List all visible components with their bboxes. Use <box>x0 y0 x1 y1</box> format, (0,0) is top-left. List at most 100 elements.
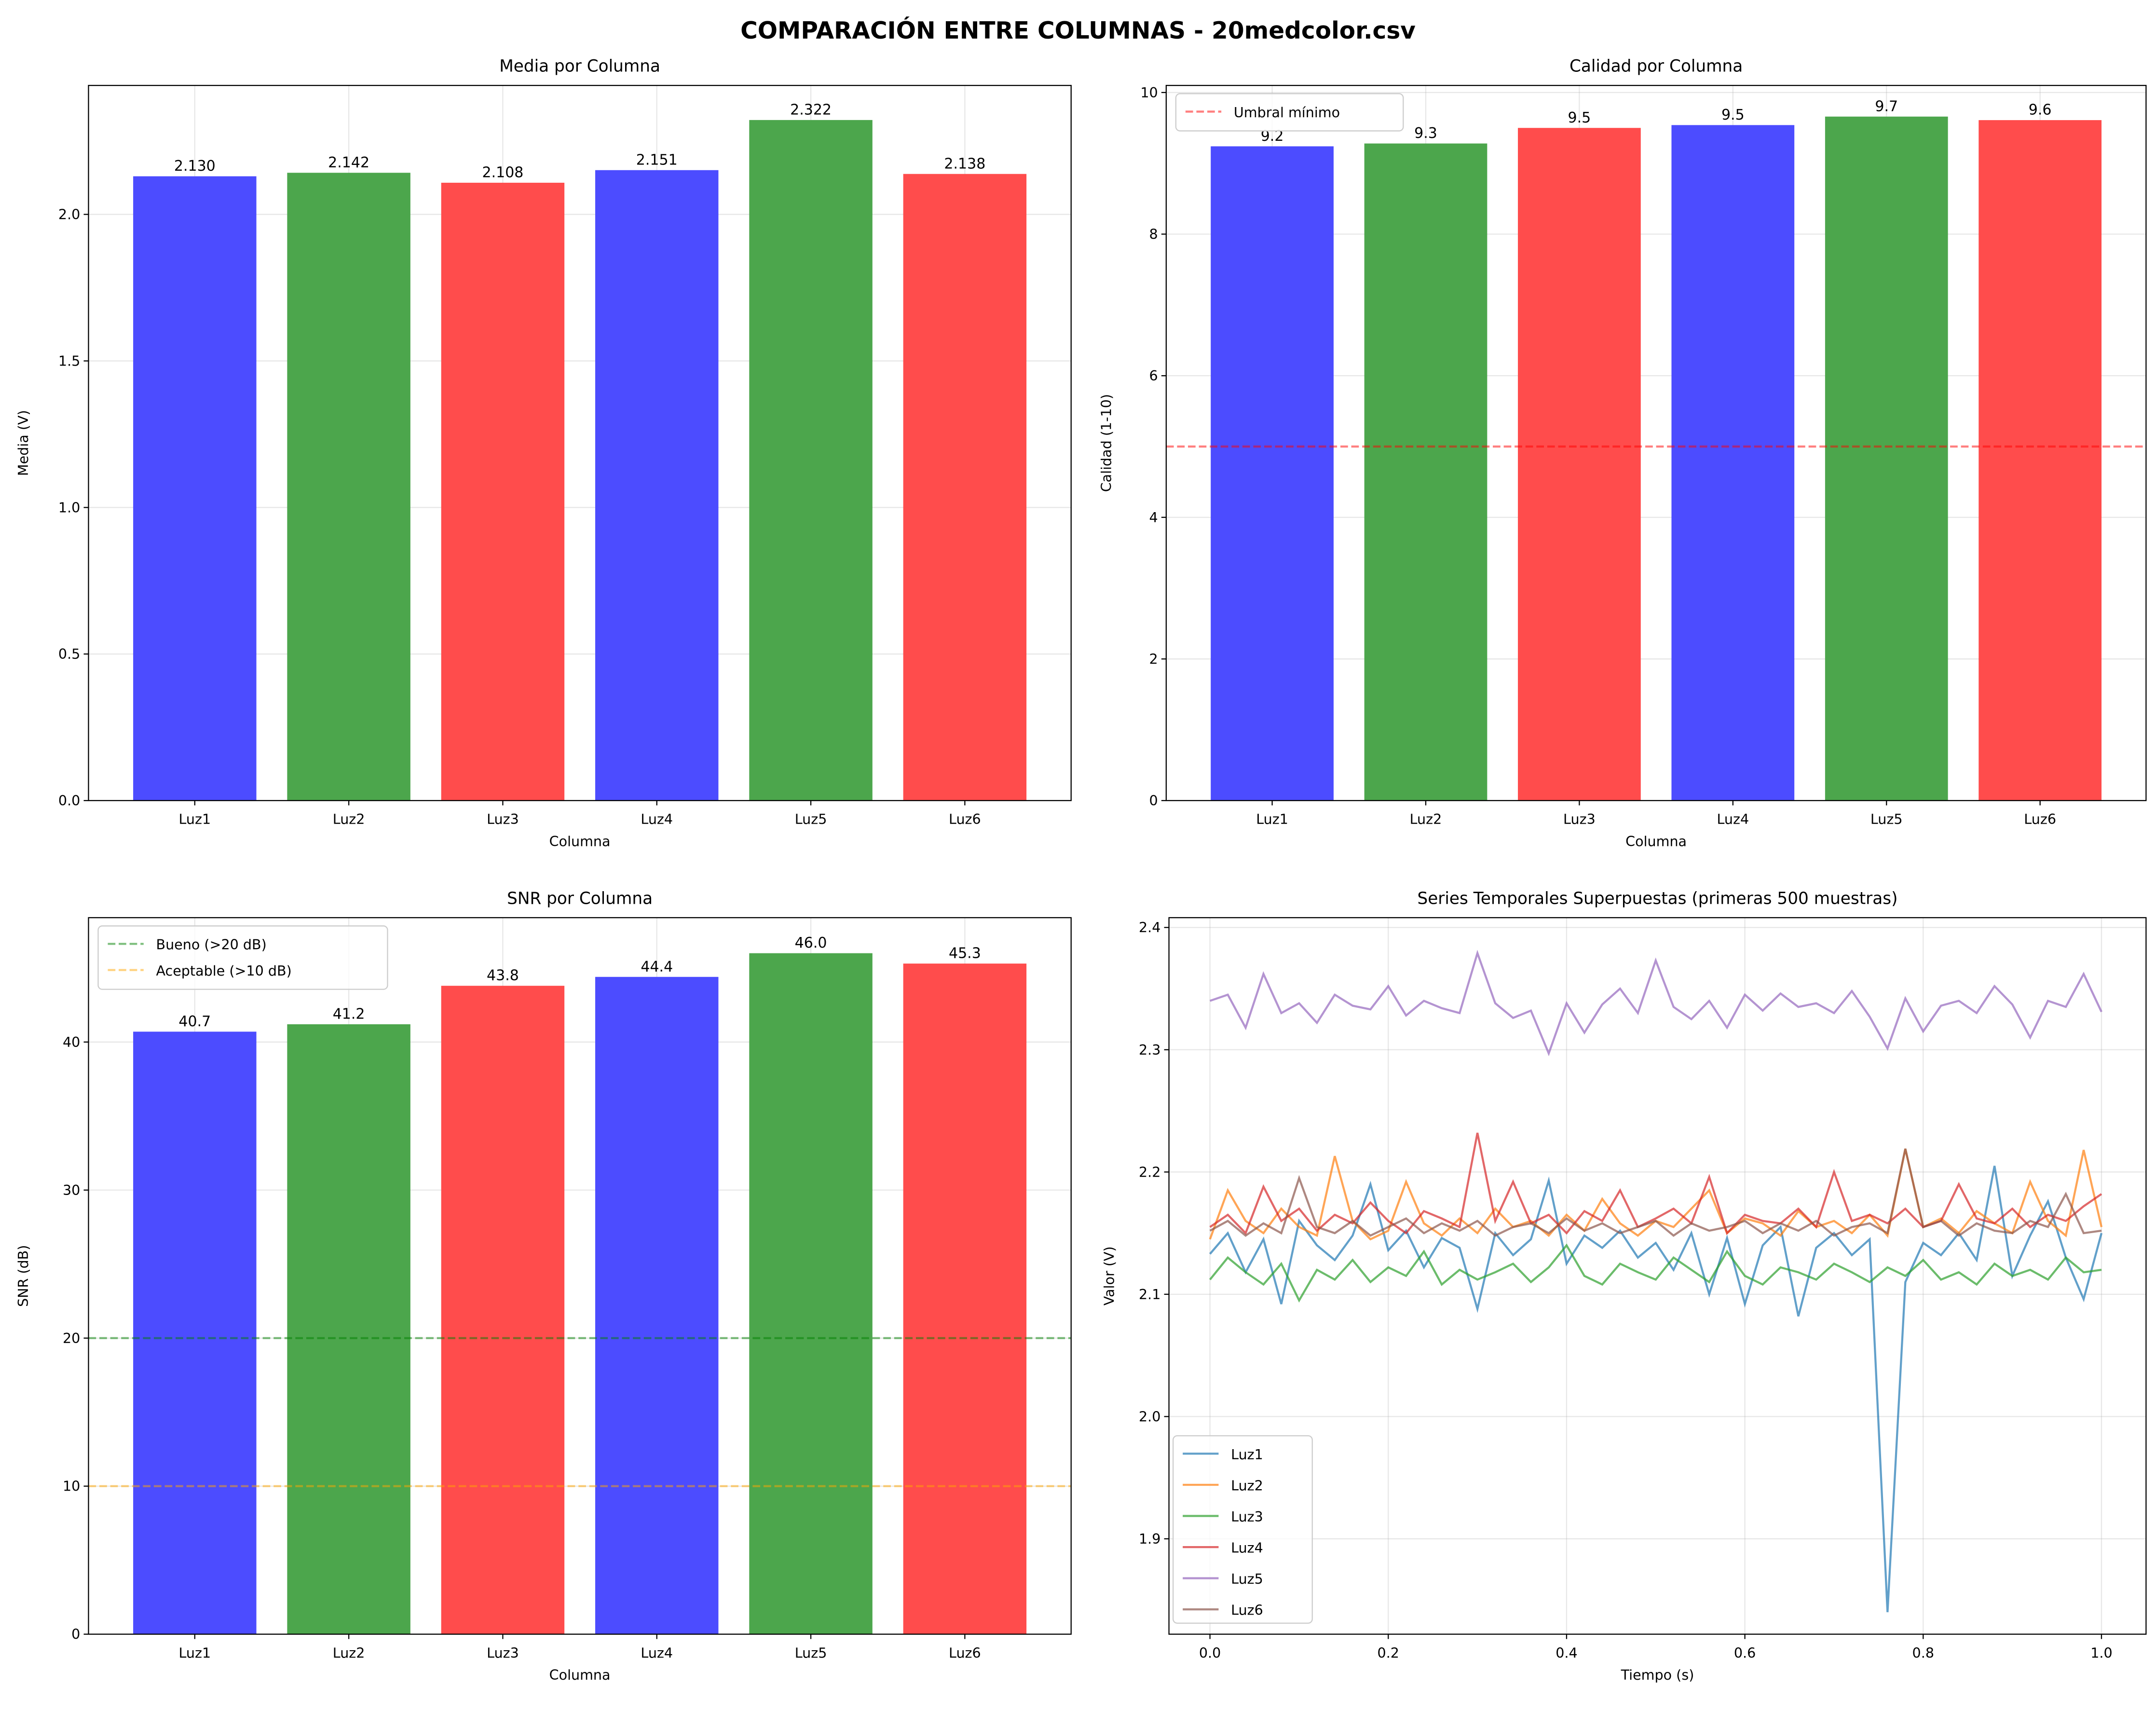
x-tick-label: Luz1 <box>178 1644 211 1661</box>
axes-frame <box>88 917 1072 1635</box>
x-axis-label: Columna <box>549 833 611 849</box>
y-axis-label: Calidad (1-10) <box>1098 394 1115 492</box>
y-axis-label: Valor (V) <box>1101 1246 1117 1305</box>
bar-luz2 <box>287 173 410 801</box>
plot-area <box>1166 116 2146 801</box>
x-tick-label: Luz2 <box>1410 811 1442 828</box>
series-line-luz5 <box>1209 950 2102 1057</box>
x-tick-label: Luz4 <box>1717 811 1749 828</box>
x-tick-label: Luz4 <box>641 1644 673 1661</box>
y-tick-label: 10 <box>1140 84 1158 101</box>
x-tick-label: Luz3 <box>487 1644 519 1661</box>
y-tick-label: 2.1 <box>1139 1286 1160 1303</box>
bar-luz1 <box>133 1032 257 1634</box>
bar-luz6 <box>903 174 1027 801</box>
bar-luz4 <box>595 977 719 1634</box>
series-line-luz6 <box>1209 1148 2102 1237</box>
legend-label: Luz1 <box>1231 1446 1263 1463</box>
y-tick-label: 2.0 <box>1139 1408 1160 1425</box>
y-tick-label: 0 <box>1149 792 1158 809</box>
data-label: 2.151 <box>636 151 678 168</box>
legend-label: Umbral mínimo <box>1234 104 1340 121</box>
y-tick-label: 0.0 <box>58 792 80 809</box>
x-tick-label: 0.2 <box>1378 1644 1399 1661</box>
bar-luz1 <box>1211 146 1334 801</box>
axes-frame <box>1168 917 2147 1635</box>
series-line-luz2 <box>1209 1148 2103 1241</box>
data-label: 41.2 <box>333 1006 365 1023</box>
series-line-luz4 <box>1209 1132 2102 1236</box>
bar-luz2 <box>287 1024 410 1634</box>
legend-frame <box>1175 93 1404 132</box>
legend: Luz1 Luz2 Luz3 Luz4 Luz5 Luz6 <box>1173 1435 1313 1624</box>
x-tick-label: 0.0 <box>1199 1644 1221 1661</box>
x-tick-label: Luz5 <box>795 1644 827 1661</box>
y-tick-label: 1.9 <box>1139 1531 1160 1547</box>
y-tick-label: 2 <box>1149 651 1158 667</box>
x-tick-label: Luz1 <box>1256 811 1288 828</box>
data-label: 9.7 <box>1875 98 1898 115</box>
series-line-luz1 <box>1209 1166 2103 1613</box>
x-tick-label: Luz3 <box>487 811 519 828</box>
y-tick-label: 0.5 <box>58 646 80 662</box>
plot-area <box>88 953 1071 1634</box>
data-label: 2.130 <box>174 158 216 175</box>
x-tick-label: Luz2 <box>333 1644 365 1661</box>
bar-luz5 <box>749 953 873 1634</box>
x-tick-label: Luz4 <box>641 811 673 828</box>
x-tick-label: 0.6 <box>1734 1644 1756 1661</box>
subplot-1: 2.130 Luz1 2.142 Luz2 2.108 Luz3 2.151 Luz4 2.32… <box>15 57 1072 849</box>
data-label: 2.142 <box>328 154 369 171</box>
y-tick-label: 1.5 <box>58 353 80 369</box>
y-tick-label: 6 <box>1149 367 1158 384</box>
y-tick-label: 2.3 <box>1139 1042 1160 1058</box>
data-label: 2.138 <box>944 155 985 172</box>
data-label: 9.5 <box>1568 109 1591 126</box>
y-tick-label: 40 <box>63 1034 80 1050</box>
y-tick-label: 2.2 <box>1139 1164 1160 1180</box>
data-label: 2.322 <box>790 101 832 118</box>
data-label: 40.7 <box>178 1013 211 1030</box>
subplot-title: Calidad por Columna <box>1569 57 1743 76</box>
legend: Bueno (>20 dB) Aceptable (>10 dB) <box>97 925 388 990</box>
x-tick-label: Luz1 <box>178 811 211 828</box>
bar-luz5 <box>1825 116 1948 801</box>
x-tick-label: 0.8 <box>1912 1644 1934 1661</box>
x-tick-label: Luz6 <box>2024 811 2056 828</box>
data-label: 44.4 <box>641 958 673 975</box>
legend-label: Luz3 <box>1231 1508 1263 1525</box>
y-tick-label: 30 <box>63 1182 80 1198</box>
legend-label: Luz2 <box>1231 1477 1263 1494</box>
bar-luz1 <box>133 176 257 801</box>
bar-luz3 <box>1518 128 1641 801</box>
figure-suptitle: COMPARACIÓN ENTRE COLUMNAS - 20medcolor.… <box>740 17 1416 44</box>
x-tick-label: 0.4 <box>1556 1644 1577 1661</box>
plot-area <box>133 120 1027 801</box>
data-label: 2.108 <box>482 164 523 181</box>
y-tick-label: 8 <box>1149 226 1158 242</box>
x-tick-label: Luz2 <box>333 811 365 828</box>
bar-luz4 <box>1671 125 1795 801</box>
legend-label: Bueno (>20 dB) <box>156 937 266 953</box>
x-axis-label: Tiempo (s) <box>1621 1667 1694 1683</box>
bar-luz3 <box>441 182 565 801</box>
data-label: 9.6 <box>2029 102 2052 119</box>
subplot-4: 0.0 0.2 0.4 0.6 0.8 1.0Luz1Luz2Luz3Luz4Luz5Lu… <box>1101 889 2147 1683</box>
y-tick-label: 20 <box>63 1330 80 1346</box>
x-tick-label: Luz5 <box>795 811 827 828</box>
plot-area <box>1209 950 2103 1613</box>
x-tick-label: Luz6 <box>949 1644 981 1661</box>
x-axis-label: Columna <box>1625 833 1687 849</box>
axes-frame <box>88 85 1072 801</box>
legend-frame <box>1173 1435 1313 1624</box>
x-tick-label: Luz3 <box>1563 811 1596 828</box>
bar-luz6 <box>903 964 1027 1634</box>
data-label: 45.3 <box>949 945 981 962</box>
x-tick-label: Luz5 <box>1870 811 1903 828</box>
y-tick-label: 2.0 <box>58 206 80 223</box>
data-label: 9.3 <box>1414 125 1437 142</box>
x-tick-label: Luz6 <box>949 811 981 828</box>
bar-luz4 <box>595 170 719 801</box>
y-tick-label: 4 <box>1149 509 1158 526</box>
